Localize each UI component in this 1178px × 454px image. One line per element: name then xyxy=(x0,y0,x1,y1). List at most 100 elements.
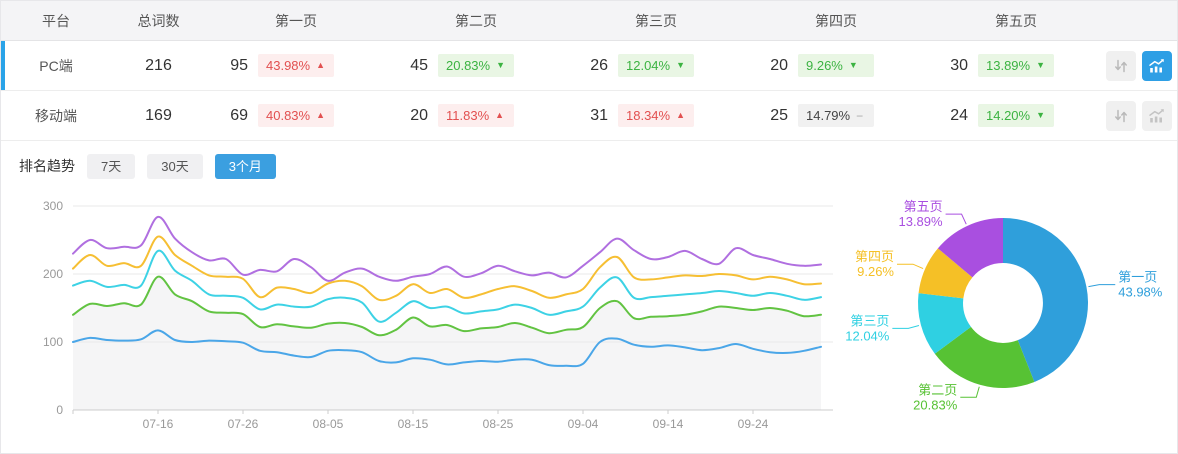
arrow-down-icon: ▼ xyxy=(676,60,686,70)
sort-button[interactable] xyxy=(1106,50,1136,81)
col-header-page-5: 第五页 xyxy=(995,12,1037,29)
donut-label-page-5: 第五页 xyxy=(904,199,943,214)
sort-button[interactable] xyxy=(1106,100,1136,131)
col-header-page-2: 第二页 xyxy=(455,12,497,29)
page-2-change-badge: 11.83% ▲ xyxy=(438,104,514,127)
range-tab-30d[interactable]: 30天 xyxy=(147,154,203,179)
donut-label-page-4: 第四页 xyxy=(855,249,894,264)
total-words-cell: 169 xyxy=(145,106,172,124)
col-header-page-4: 第四页 xyxy=(815,12,857,29)
page-5-cell: 30 13.89% ▼ xyxy=(926,54,1106,77)
x-axis-label: 08-15 xyxy=(398,417,429,431)
page-1-cell: 95 43.98% ▲ xyxy=(206,54,386,77)
show-trend-chart-button[interactable] xyxy=(1142,100,1172,131)
page-2-count: 20 xyxy=(410,106,428,124)
page-3-cell: 31 18.34% ▲ xyxy=(566,104,746,127)
donut-slice-page-4[interactable] xyxy=(918,248,973,299)
trend-line-page-1[interactable] xyxy=(72,329,822,368)
page-5-count: 30 xyxy=(950,56,968,74)
range-tab-7d[interactable]: 7天 xyxy=(87,154,136,179)
donut-slice-page-1[interactable] xyxy=(1003,218,1088,382)
range-tab-3m[interactable]: 3个月 xyxy=(214,154,276,179)
donut-label-pct-page-5: 13.89% xyxy=(898,214,943,229)
page-4-change-badge: 14.79% − xyxy=(798,104,874,127)
page-5-change-badge: 13.89% ▼ xyxy=(978,54,1054,77)
page-2-cell: 45 20.83% ▼ xyxy=(386,54,566,77)
x-axis-label: 08-25 xyxy=(483,417,514,431)
trend-line-page-4[interactable] xyxy=(72,235,822,302)
donut-label-page-2: 第二页 xyxy=(918,382,957,397)
donut-slice-page-2[interactable] xyxy=(934,326,1035,388)
donut-slice-page-5[interactable] xyxy=(937,218,1003,278)
donut-label-pct-page-3: 12.04% xyxy=(845,328,890,343)
y-axis-label: 0 xyxy=(56,403,63,417)
donut-label-leader xyxy=(1088,284,1116,288)
table-header: 平台 总词数 第一页 第二页 第三页 第四页 第五页 xyxy=(1,1,1177,41)
page-1-count: 95 xyxy=(230,56,248,74)
page-1-change-badge: 43.98% ▲ xyxy=(258,54,334,77)
page-3-change-badge: 18.34% ▲ xyxy=(618,104,694,127)
page-1-count: 69 xyxy=(230,106,248,124)
trend-line-page-3[interactable] xyxy=(72,249,822,323)
x-axis-label: 09-14 xyxy=(653,417,684,431)
donut-label-leader xyxy=(892,325,920,329)
col-header-page-3: 第三页 xyxy=(635,12,677,29)
page-5-change-badge: 14.20% ▼ xyxy=(978,104,1054,127)
x-axis-label: 08-05 xyxy=(313,417,344,431)
x-axis-label: 07-26 xyxy=(228,417,259,431)
page-3-change-badge: 12.04% ▼ xyxy=(618,54,694,77)
page-3-cell: 26 12.04% ▼ xyxy=(566,54,746,77)
page-2-count: 45 xyxy=(410,56,428,74)
trend-chart-icon xyxy=(1149,58,1164,72)
show-trend-chart-button[interactable] xyxy=(1142,50,1172,81)
range-tabs: 7天 30天 3个月 xyxy=(75,154,276,179)
x-axis-label: 09-24 xyxy=(738,417,769,431)
page-2-change-badge: 20.83% ▼ xyxy=(438,54,514,77)
page-4-change-badge: 9.26% ▼ xyxy=(798,54,874,77)
area-fill xyxy=(73,276,821,410)
donut-label-pct-page-4: 9.26% xyxy=(857,264,894,279)
arrow-up-icon: ▲ xyxy=(676,110,686,120)
arrow-down-icon: ▼ xyxy=(848,60,858,70)
y-axis-label: 300 xyxy=(43,199,63,213)
page-4-cell: 20 9.26% ▼ xyxy=(746,54,926,77)
arrow-down-icon: ▼ xyxy=(496,60,506,70)
donut-slice-page-3[interactable] xyxy=(918,293,971,354)
donut-label-leader xyxy=(945,213,967,225)
x-axis-label: 07-16 xyxy=(143,417,174,431)
page-4-cell: 25 14.79% − xyxy=(746,104,926,127)
row-actions xyxy=(1106,50,1177,81)
platform-cell: PC端 xyxy=(39,57,73,74)
trend-line-page-2[interactable] xyxy=(72,275,822,337)
table-body: PC端 216 95 43.98% ▲ 45 20.83% ▼ 26 12.04% ▼ 20 9.26%… xyxy=(1,41,1177,141)
page-4-count: 20 xyxy=(770,56,788,74)
sort-arrows-icon xyxy=(1115,59,1127,72)
arrow-down-icon: ▼ xyxy=(1036,110,1046,120)
page-3-count: 31 xyxy=(590,106,608,124)
donut-label-leader xyxy=(897,263,924,270)
page-4-count: 25 xyxy=(770,106,788,124)
total-words-cell: 216 xyxy=(145,56,172,74)
sort-arrows-icon xyxy=(1115,109,1127,122)
y-axis-label: 100 xyxy=(43,335,63,349)
trend-line-page-5[interactable] xyxy=(72,215,822,282)
page-1-change-badge: 40.83% ▲ xyxy=(258,104,334,127)
page-2-cell: 20 11.83% ▲ xyxy=(386,104,566,127)
col-header-page-1: 第一页 xyxy=(275,12,317,29)
x-axis-label: 09-04 xyxy=(568,417,599,431)
page-3-count: 26 xyxy=(590,56,608,74)
arrow-up-icon: ▲ xyxy=(495,110,505,120)
page-5-count: 24 xyxy=(950,106,968,124)
donut-label-page-3: 第三页 xyxy=(850,313,889,328)
donut-label-page-1: 第一页 xyxy=(1118,270,1157,285)
arrow-down-icon: ▼ xyxy=(1036,60,1046,70)
trend-toolbar: 排名趋势 7天 30天 3个月 xyxy=(19,152,276,180)
table-row-mobile[interactable]: 移动端 169 69 40.83% ▲ 20 11.83% ▲ 31 18.34% ▲ 25 14.79… xyxy=(1,91,1177,141)
col-header-platform: 平台 xyxy=(42,12,70,29)
trend-line-chart: 爱站网010020030007-1607-2608-0508-1508-2509… xyxy=(43,199,833,431)
donut-label-leader xyxy=(960,386,980,398)
col-header-total: 总词数 xyxy=(137,12,180,29)
table-row-pc[interactable]: PC端 216 95 43.98% ▲ 45 20.83% ▼ 26 12.04% ▼ 20 9.26%… xyxy=(1,41,1177,91)
